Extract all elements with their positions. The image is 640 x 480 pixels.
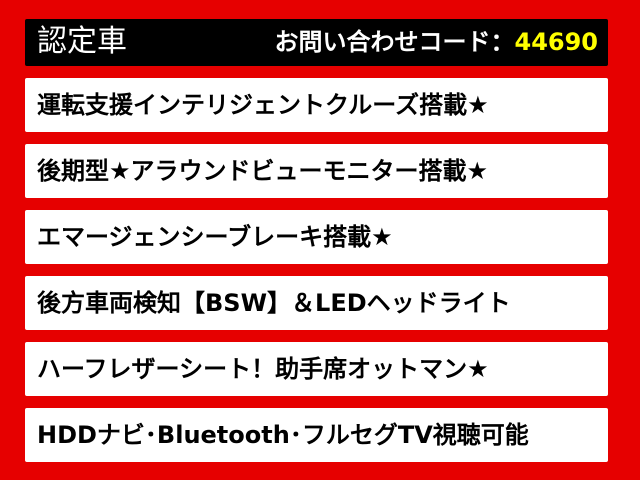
feature-text: 後期型★アラウンドビューモニター搭載★ (37, 157, 489, 185)
feature-item: 後方車両検知【BSW】＆LEDヘッドライト (25, 276, 608, 330)
inquiry-code: お問い合わせコード：44690 (275, 24, 599, 60)
inquiry-code-label: お問い合わせコード： (274, 28, 515, 56)
feature-item: エマージェンシーブレーキ搭載★ (25, 210, 608, 264)
certified-car-title: 認定車 (37, 24, 127, 59)
inquiry-code-value: 44690 (514, 28, 599, 56)
header-bar: 認定車 お問い合わせコード：44690 (25, 19, 608, 66)
feature-text: エマージェンシーブレーキ搭載★ (37, 223, 393, 251)
feature-text: ハーフレザーシート！助手席オットマン★ (37, 355, 489, 383)
feature-item: 後期型★アラウンドビューモニター搭載★ (25, 144, 608, 198)
feature-text: HDDナビ･Bluetooth･フルセグTV視聴可能 (37, 421, 529, 449)
feature-item: HDDナビ･Bluetooth･フルセグTV視聴可能 (25, 408, 608, 462)
feature-item: ハーフレザーシート！助手席オットマン★ (25, 342, 608, 396)
feature-text: 運転支援インテリジェントクルーズ搭載★ (37, 91, 489, 119)
feature-item: 運転支援インテリジェントクルーズ搭載★ (25, 78, 608, 132)
feature-text: 後方車両検知【BSW】＆LEDヘッドライト (37, 289, 511, 317)
